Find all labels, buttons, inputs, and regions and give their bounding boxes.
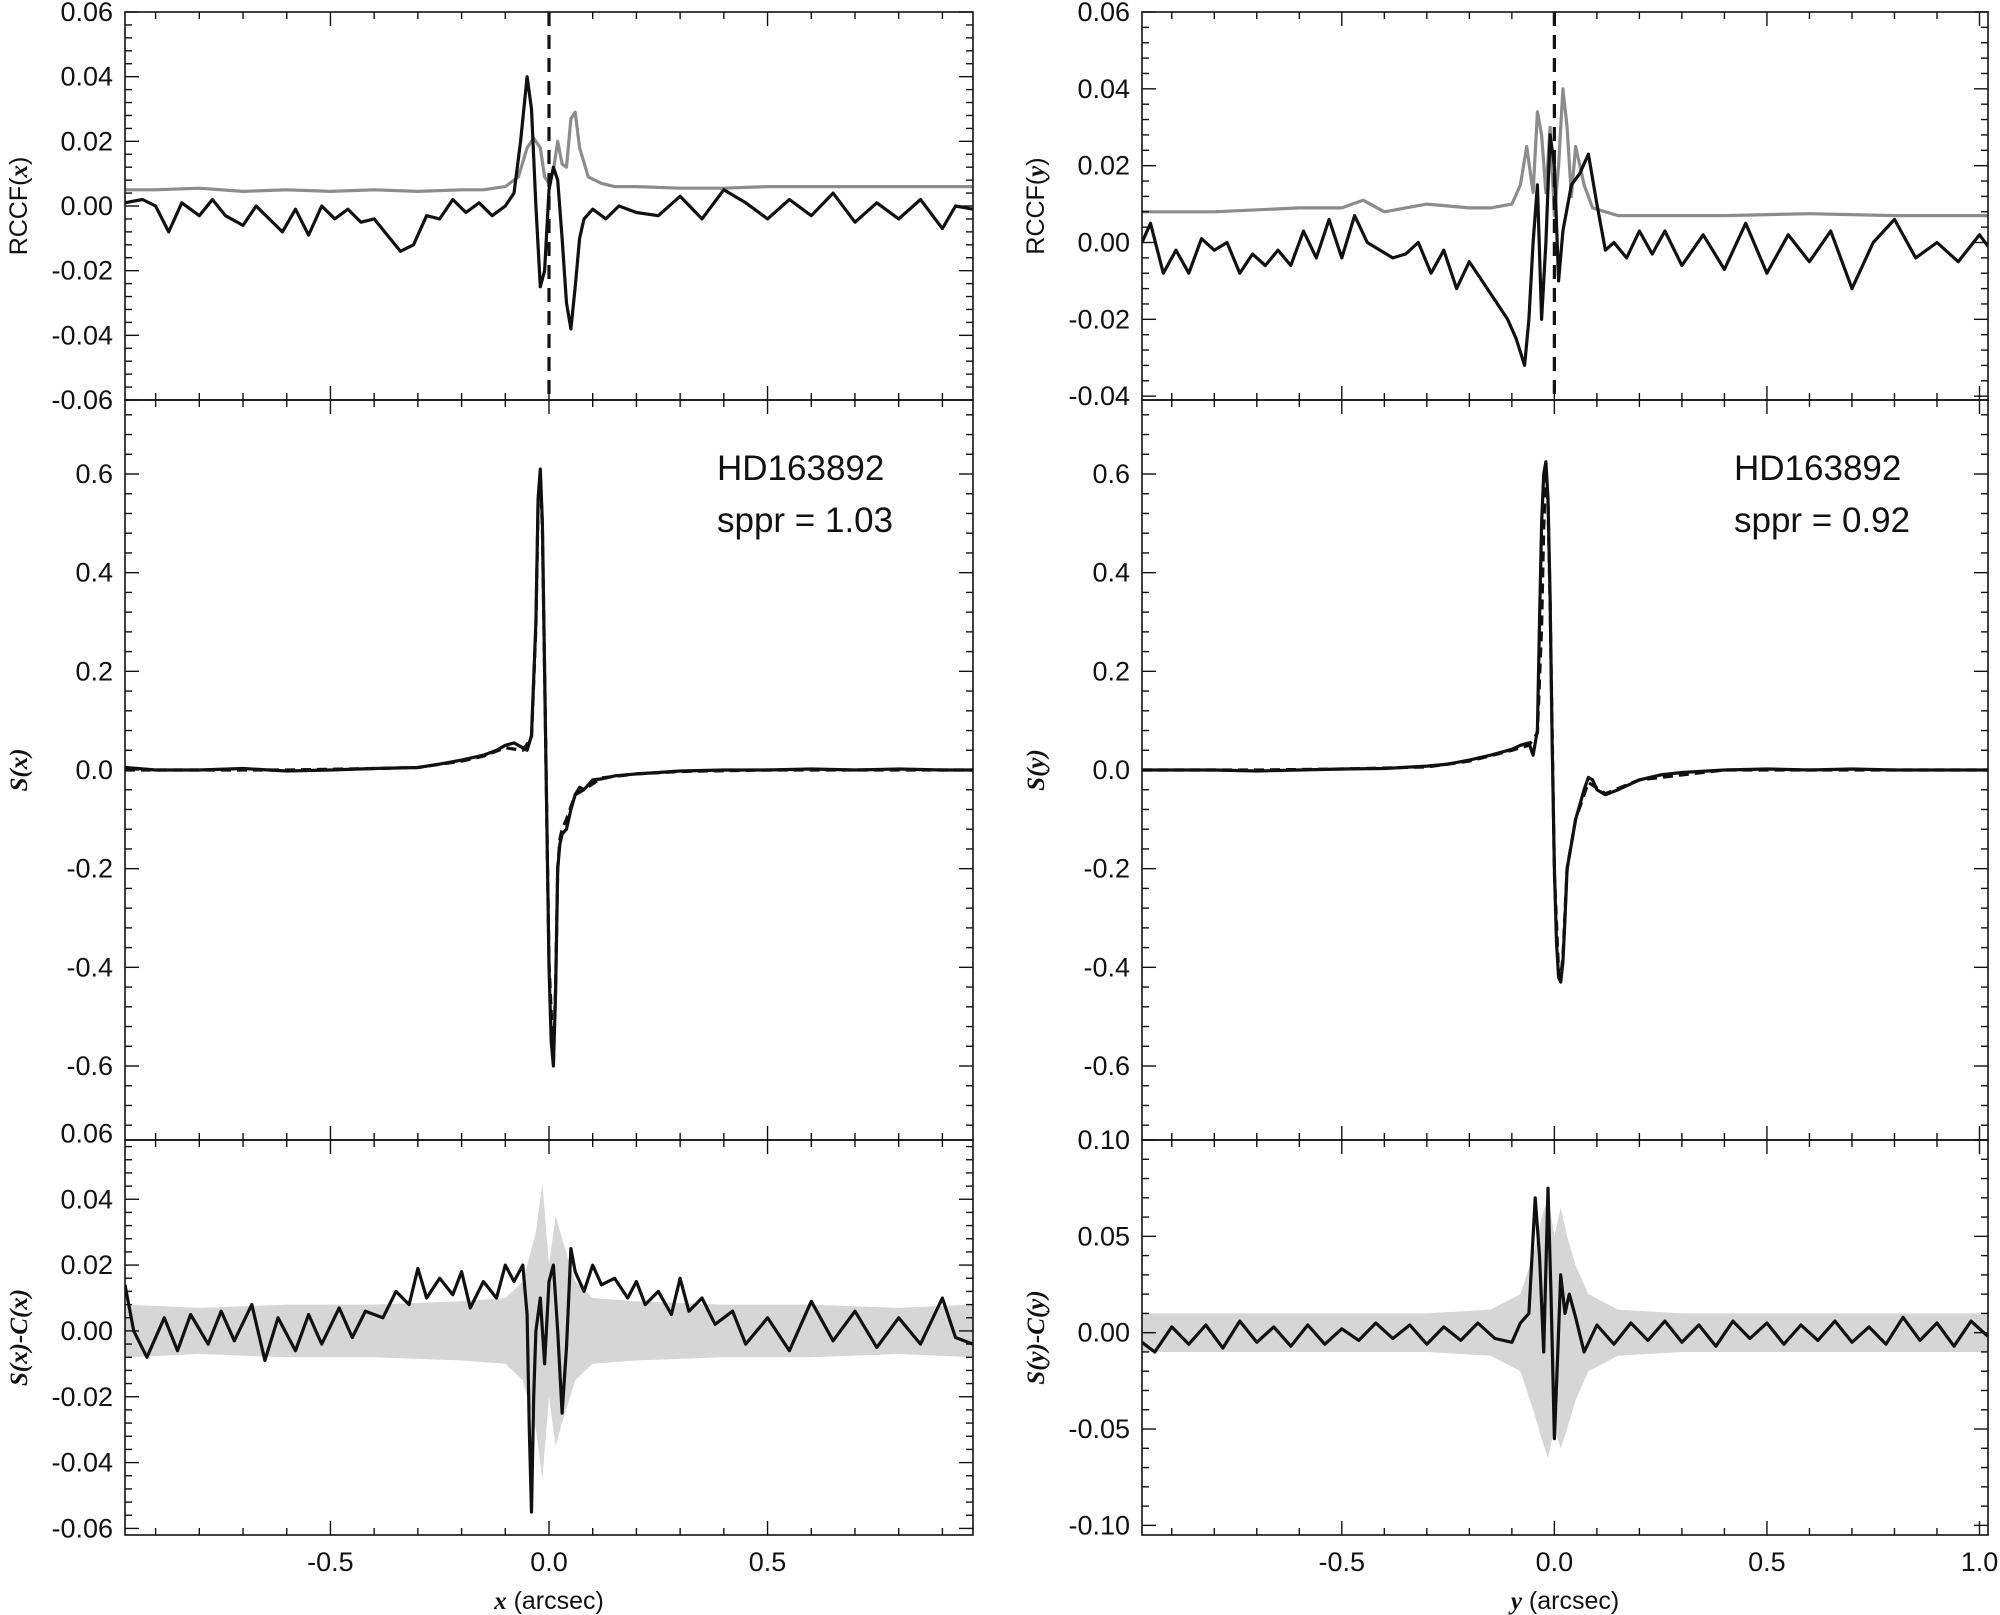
y-tick-label: 0.6	[75, 459, 113, 489]
y-tick-label: 0.10	[1077, 1125, 1130, 1155]
y-axis-title-suffix: )	[1022, 157, 1050, 165]
y-tick-label: 0.00	[60, 1316, 113, 1346]
y-axis-title: RCCF(x)	[5, 157, 33, 256]
series-line-1	[1142, 87, 1988, 218]
y-tick-label: 0.0	[1092, 755, 1130, 785]
y-axis-title-variable: S(y)	[1023, 749, 1050, 791]
y-tick-label: 0.06	[1077, 0, 1130, 27]
y-axis-title-variable: S(x)-C(x)	[6, 1289, 33, 1386]
y-tick-label: -0.02	[1068, 304, 1130, 334]
y-axis-title-variable: y	[1023, 165, 1050, 180]
panel-left-middle-s-x: -0.6 -0.4 -0.2 0.0 0.2 0.4 0.6 S(x) HD163892 sppr…	[6, 399, 974, 1141]
series-line-2	[1142, 133, 1988, 367]
y-tick-label: 0.04	[60, 1184, 113, 1214]
y-tick-label: 0.05	[1077, 1221, 1130, 1251]
y-tick-label: 0.04	[1077, 74, 1130, 104]
panel-left-top-rccf-x: -0.06 -0.04 -0.02 0.00 0.02 0.04 0.06 RCCF(x)	[5, 0, 974, 415]
series-line-1	[1142, 1186, 1988, 1441]
series-line-1	[125, 110, 973, 193]
y-axis-title-prefix: RCCF(	[5, 177, 33, 255]
plot-area	[1142, 87, 1988, 367]
model-series-line-2	[1142, 467, 1988, 979]
x-tick-label: 0.5	[749, 1547, 787, 1577]
y-tick-label: -0.2	[66, 854, 113, 884]
y-tick-label: 0.4	[75, 558, 113, 588]
y-axis-title-variable: S(y)-C(y)	[1023, 1290, 1050, 1384]
x-axis-title: y (arcsec)	[1508, 1587, 1619, 1615]
annotation-line-1: HD163892	[1734, 449, 1901, 488]
panel-right-bottom-residual-y: -0.10 -0.05 0.00 0.05 0.10 -0.5 0.0 0.5 1.0 y (ar…	[1023, 1125, 1998, 1615]
panel-left-bottom-residual-x: -0.06 -0.04 -0.02 0.00 0.02 0.04 0.06 -0.5 0.0 0.…	[6, 1118, 974, 1615]
y-tick-label: -0.04	[1068, 381, 1130, 411]
y-axis-title: RCCF(y)	[1022, 157, 1050, 254]
x-axis-title: x (arcsec)	[493, 1587, 604, 1615]
y-tick-label: -0.10	[1068, 1510, 1130, 1540]
y-tick-label: 0.00	[60, 191, 113, 221]
y-axis-title-variable: S(x)	[6, 748, 33, 791]
panel-right-middle-s-y: -0.6 -0.4 -0.2 0.0 0.2 0.4 0.6 S(y) HD163892 sppr…	[1023, 399, 1989, 1141]
plot-area	[125, 1182, 973, 1514]
series-line-1	[125, 467, 973, 1068]
y-tick-label: 0.02	[1077, 151, 1130, 181]
y-tick-label: 0.4	[1092, 558, 1130, 588]
x-axis-unit: (arcsec)	[507, 1587, 604, 1615]
y-tick-label: 0.00	[1077, 227, 1130, 257]
plot-area	[1142, 460, 1988, 984]
plot-area	[125, 75, 973, 331]
x-tick-label: 0.0	[530, 1547, 568, 1577]
y-tick-label: -0.04	[51, 1448, 113, 1478]
y-tick-label: 0.0	[75, 755, 113, 785]
y-tick-label: -0.04	[51, 320, 113, 350]
y-axis-title-suffix: )	[5, 157, 33, 165]
uncertainty-band	[125, 1182, 973, 1479]
y-tick-label: -0.02	[51, 1382, 113, 1412]
y-tick-label: 0.2	[75, 656, 113, 686]
y-tick-label: 0.6	[1092, 459, 1130, 489]
y-tick-label: 0.02	[60, 1250, 113, 1280]
uncertainty-band	[1142, 1197, 1988, 1458]
y-tick-label: 0.00	[1077, 1318, 1130, 1348]
y-axis-title-prefix: RCCF(	[1022, 176, 1050, 254]
annotation-line-2: sppr = 1.03	[717, 501, 893, 540]
y-axis-title: S(y)-C(y)	[1023, 1290, 1050, 1384]
y-axis-title: S(x)	[6, 748, 33, 791]
y-axis-title: S(y)	[1023, 749, 1050, 791]
x-axis-unit: (arcsec)	[1522, 1587, 1619, 1615]
y-tick-label: -0.4	[66, 952, 113, 982]
plot-area	[1142, 1186, 1988, 1458]
y-tick-label: -0.4	[1083, 952, 1130, 982]
y-tick-label: -0.6	[66, 1051, 113, 1081]
series-line-1	[125, 1247, 973, 1514]
axes-frame	[1141, 1139, 1989, 1536]
y-tick-label: -0.06	[51, 385, 113, 415]
y-tick-label: -0.06	[51, 1513, 113, 1543]
y-tick-label: 0.06	[60, 0, 113, 27]
y-tick-label: 0.02	[60, 126, 113, 156]
annotation-line-2: sppr = 0.92	[1734, 501, 1910, 540]
y-tick-label: -0.2	[1083, 854, 1130, 884]
series-line-2	[125, 75, 973, 331]
panel-right-top-rccf-y: -0.04 -0.02 0.00 0.02 0.04 0.06 RCCF(y)	[1022, 0, 1989, 411]
x-tick-label: 1.0	[1961, 1547, 1999, 1577]
y-tick-label: 0.04	[60, 62, 113, 92]
x-tick-label: 0.5	[1748, 1547, 1786, 1577]
x-tick-label: 0.0	[1536, 1547, 1574, 1577]
x-axis-variable: y	[1508, 1588, 1523, 1615]
axes-frame	[1141, 11, 1989, 401]
y-tick-label: -0.6	[1083, 1051, 1130, 1081]
plot-area	[125, 467, 973, 1068]
x-axis-variable: x	[493, 1588, 507, 1615]
x-tick-label: -0.5	[307, 1547, 354, 1577]
annotation-line-1: HD163892	[717, 449, 884, 488]
y-tick-label: 0.2	[1092, 656, 1130, 686]
y-axis-title: S(x)-C(x)	[6, 1289, 33, 1386]
y-tick-label: -0.02	[51, 256, 113, 286]
y-tick-label: 0.06	[60, 1118, 113, 1148]
x-tick-label: -0.5	[1319, 1547, 1366, 1577]
model-series-line-2	[125, 472, 973, 1063]
y-axis-title-variable: x	[6, 165, 33, 179]
y-tick-label: -0.05	[1068, 1414, 1130, 1444]
